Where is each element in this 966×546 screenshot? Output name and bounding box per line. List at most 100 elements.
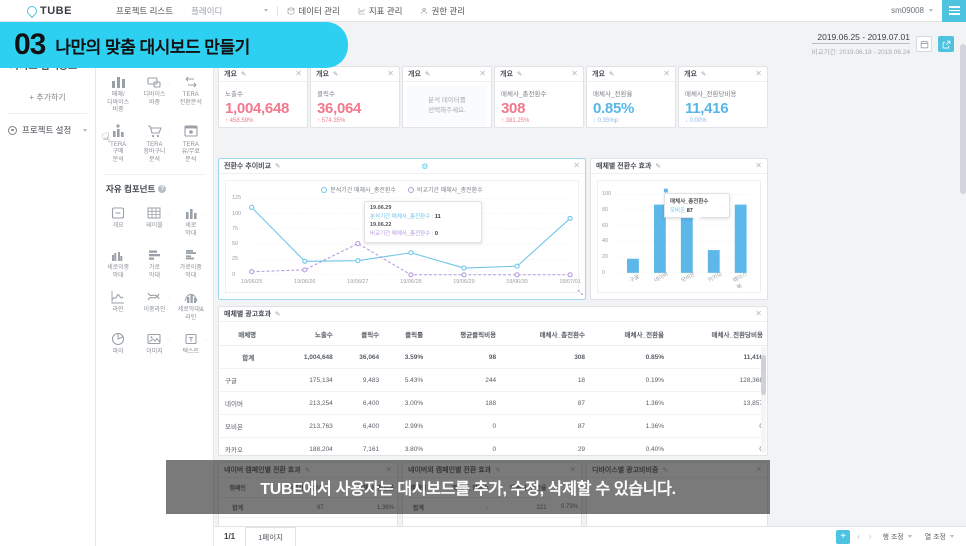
pencil-icon[interactable]: ✎ xyxy=(332,71,339,78)
palette-item-tera-cart[interactable]: TERA 장바구니 분석 · xyxy=(136,120,172,169)
table-column-header[interactable]: 클릭수 xyxy=(336,323,384,346)
row-adjust-dropdown[interactable]: 행 조정 xyxy=(878,530,915,544)
palette-item-device[interactable]: 디바이스 비중 · xyxy=(136,70,172,119)
palette-item-bar-line-combo[interactable]: 세로막대& 라인 · xyxy=(173,285,209,326)
kpi-card-3[interactable]: 개요 ✎ ✕ 매체사_총전환수 308 ↑ 381.25% xyxy=(494,66,584,128)
close-icon[interactable]: ✕ xyxy=(755,161,762,170)
widget-conversion-trend[interactable]: 전환수 추이비교 ✎ ⚙ ✕ 분석기간 매체사_총전환수 비교기간 매체사_총전… xyxy=(218,158,586,300)
brand-logo[interactable]: TUBE xyxy=(24,3,72,18)
x-tick-label: 19/06/25 xyxy=(240,278,263,285)
kpi-card-1[interactable]: 개요 ✎ ✕ 클릭수 36,064 ↑ 574.35% xyxy=(310,66,400,128)
widget-media-conversion[interactable]: 매체별 전환수 효과 ✎ ✕ 0 20 40 60 80 100 구글 네이버 모비온 카카오 페이… xyxy=(590,158,768,300)
bottom-toolbar-right: + ‹ › 행 조정 열 조정 xyxy=(836,529,966,544)
close-icon[interactable]: ✕ xyxy=(387,69,394,78)
horizontal-bar-icon xyxy=(145,246,164,263)
widget-title: 개요 xyxy=(592,71,605,78)
canvas-scrollbar[interactable] xyxy=(960,44,966,464)
gear-icon[interactable]: ⚙ xyxy=(421,161,429,171)
palette-item-table[interactable]: 테이블 · xyxy=(136,201,172,242)
table-column-header[interactable]: 평균클릭비용 xyxy=(427,323,501,346)
close-icon[interactable]: ✕ xyxy=(573,161,580,170)
close-icon[interactable]: ✕ xyxy=(755,309,762,318)
nav-project-selector[interactable]: 플레이디 xyxy=(182,0,277,22)
close-icon[interactable]: ✕ xyxy=(571,69,578,78)
calendar-button[interactable] xyxy=(916,36,932,52)
user-chevron-down-icon[interactable] xyxy=(929,9,933,12)
hamburger-menu-button[interactable] xyxy=(942,0,966,22)
pencil-icon[interactable]: ✎ xyxy=(275,311,281,318)
close-icon[interactable]: ✕ xyxy=(479,69,486,78)
pencil-icon[interactable]: ✎ xyxy=(700,71,707,78)
table-row[interactable]: 네이버 213,254 6,400 3.00% 188 87 1.36% 13,857 xyxy=(219,391,767,415)
kpi-card-0[interactable]: 개요 ✎ ✕ 노출수 1,004,648 ↑ 458.59% xyxy=(218,66,308,128)
share-button[interactable] xyxy=(938,36,954,52)
table-column-header[interactable]: 클릭률 xyxy=(383,323,428,346)
close-icon[interactable]: ✕ xyxy=(755,69,762,78)
palette-item-tera-purchase[interactable]: TERA 구매 분석 · xyxy=(100,120,136,169)
palette-item-label: TERA 유/무료 분석 xyxy=(181,141,200,163)
palette-item-pie[interactable]: 파이 · xyxy=(100,327,136,361)
sidebar-add-project-button[interactable]: + 추가하기 xyxy=(8,86,87,114)
date-range-value[interactable]: 2019.06.25 - 2019.07.01 xyxy=(811,32,910,44)
palette-item-summary[interactable]: 개요 · xyxy=(100,201,136,242)
tera-conversion-icon xyxy=(181,73,200,90)
tera-cart-icon xyxy=(145,123,164,140)
table-row[interactable]: 구글 175,134 9,483 5.43% 244 18 0.19% 128,368 xyxy=(219,368,767,392)
table-column-header[interactable]: 노출수 xyxy=(275,323,337,346)
table-column-header[interactable]: 매체사_전환율 xyxy=(589,323,669,346)
palette-item-horizontal-bar[interactable]: 가로 막대 · xyxy=(136,243,172,284)
table-column-header[interactable]: 매체명 xyxy=(219,323,276,346)
palette-item-horizontal-dual-bar[interactable]: 가로이중 막대 · xyxy=(173,243,209,284)
pencil-icon[interactable]: ✎ xyxy=(655,163,661,170)
page-tab-1[interactable]: 1페이지 xyxy=(245,526,296,546)
nav-permission-management[interactable]: 권한 관리 xyxy=(411,0,474,22)
widget-title: 매체별 전환수 효과 xyxy=(596,163,652,170)
palette-item-line[interactable]: 라인 · xyxy=(100,285,136,326)
line-chart-tooltip: 19.06.29 분석기간 매체사_총전환수 : 11 19.06.22 비교기… xyxy=(364,201,482,243)
palette-item-vertical-bar[interactable]: 세로 막대 · xyxy=(173,201,209,242)
kpi-card-5[interactable]: 개요 ✎ ✕ 매체사_전환당비용 11,416 ↓ 0.00% xyxy=(678,66,768,128)
help-icon[interactable]: ? xyxy=(158,185,167,193)
chevron-right-icon[interactable]: › xyxy=(868,532,872,541)
chevron-left-icon[interactable]: ‹ xyxy=(857,532,860,541)
table-scrollbar[interactable] xyxy=(761,347,766,453)
user-name-label[interactable]: sm09008 xyxy=(891,6,924,15)
palette-item-label: TERA 구매 분석 xyxy=(110,141,127,163)
column-adjust-dropdown[interactable]: 열 조정 xyxy=(921,530,958,544)
pencil-icon[interactable]: ✎ xyxy=(275,163,281,170)
add-page-button[interactable]: + xyxy=(836,529,851,544)
widget-media-performance-table[interactable]: 매체별 광고효과 ✎ ✕ 매체명 노출수 클릭수 클릭률 평균클릭비용 매체사_총전환수 매… xyxy=(218,306,768,456)
nav-project-list[interactable]: 프로젝트 리스트 xyxy=(107,0,182,22)
pencil-icon[interactable]: ✎ xyxy=(608,71,615,78)
palette-item-media-device[interactable]: 매체/ 디바이스 비중 · xyxy=(100,70,136,119)
nav-metric-management[interactable]: 지표 관리 xyxy=(349,0,412,22)
kpi-value: 36,064 xyxy=(317,100,362,117)
table-scroll-area[interactable]: 매체명 노출수 클릭수 클릭률 평균클릭비용 매체사_총전환수 매체사_전환율 매체사_전환당… xyxy=(219,323,767,455)
media-performance-table: 매체명 노출수 클릭수 클릭률 평균클릭비용 매체사_총전환수 매체사_전환율 매체사_전환당… xyxy=(219,323,767,455)
nav-data-management[interactable]: 데이터 관리 xyxy=(278,0,348,22)
table-cell: 3.80% xyxy=(383,437,428,455)
palette-item-tera-paid[interactable]: TERA 유/무료 분석 · xyxy=(173,120,209,169)
close-icon[interactable]: ✕ xyxy=(663,69,670,78)
table-column-header[interactable]: 매체사_전환당비용 xyxy=(668,323,767,346)
palette-item-dual-line[interactable]: 이중라인 · xyxy=(136,285,172,326)
palette-item-vertical-dual-bar[interactable]: 세로이중 막대 · xyxy=(100,243,136,284)
date-range-picker[interactable]: 2019.06.25 - 2019.07.01 비교기간: 2019.06.18… xyxy=(811,32,910,56)
y-tick-label: 40 xyxy=(602,238,609,245)
kpi-card-2[interactable]: 개요 ✎ ✕ 분석 데이터를 선택해주세요. xyxy=(402,66,492,128)
resize-handle[interactable]: ⤡ xyxy=(577,290,583,297)
widget-title: 개요 xyxy=(408,71,421,78)
pencil-icon[interactable]: ✎ xyxy=(424,71,431,78)
pencil-icon[interactable]: ✎ xyxy=(240,71,247,78)
table-column-header[interactable]: 매체사_총전환수 xyxy=(500,323,590,346)
kpi-card-4[interactable]: 개요 ✎ ✕ 매체사_전환율 0.85% ↓ 0.35%p xyxy=(586,66,676,128)
palette-item-text[interactable]: 텍스트 · xyxy=(173,327,209,361)
close-icon[interactable]: ✕ xyxy=(295,69,302,78)
pencil-icon[interactable]: ✎ xyxy=(516,71,523,78)
table-cell: 1.36% xyxy=(589,391,669,415)
palette-item-tera-conversion[interactable]: TERA 전환분석 · xyxy=(173,70,209,119)
sidebar-item-project-settings[interactable]: 프로젝트 설정 xyxy=(0,114,95,146)
palette-item-image[interactable]: 이미지 · xyxy=(136,327,172,361)
